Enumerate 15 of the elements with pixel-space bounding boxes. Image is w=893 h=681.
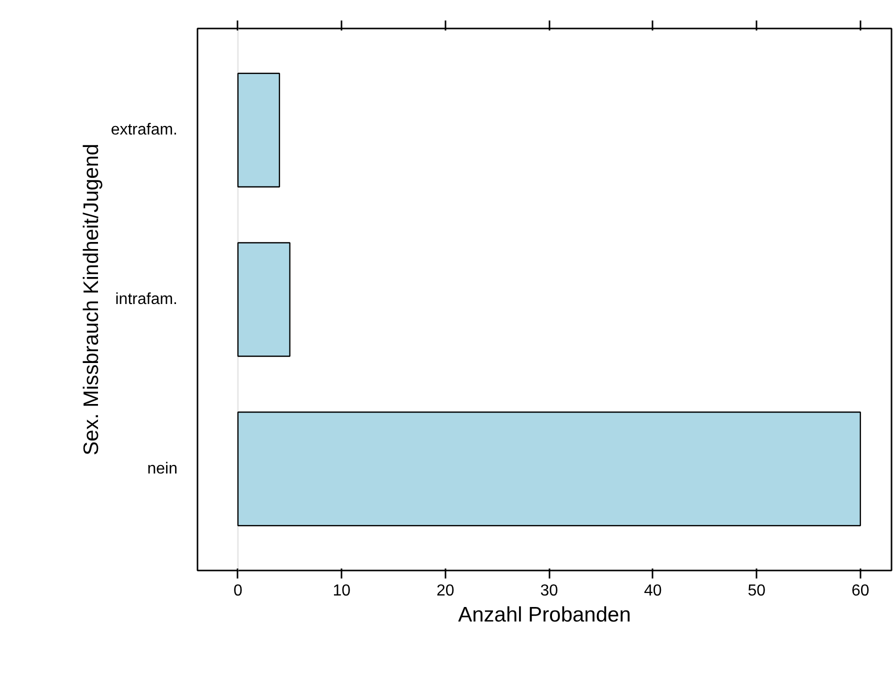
x-tick-label: 20 — [436, 582, 454, 600]
x-tick-label: 40 — [644, 582, 662, 600]
x-tick-label: 50 — [748, 582, 766, 600]
bar — [237, 72, 280, 188]
x-tick-label: 30 — [540, 582, 558, 600]
y-tick-label: extrafam. — [110, 122, 178, 139]
x-tick-label: 60 — [851, 582, 870, 600]
x-tick-label: 0 — [234, 582, 243, 600]
y-axis-title: Sex. Missbrauch Kindheit/Jugend — [80, 144, 103, 456]
bar — [237, 412, 861, 526]
y-tick-label: intrafam. — [115, 291, 178, 308]
x-axis-title: Anzahl Probanden — [458, 604, 631, 626]
x-tick-label: 10 — [332, 582, 351, 600]
y-tick-label: nein — [147, 460, 178, 478]
bar — [237, 242, 290, 357]
